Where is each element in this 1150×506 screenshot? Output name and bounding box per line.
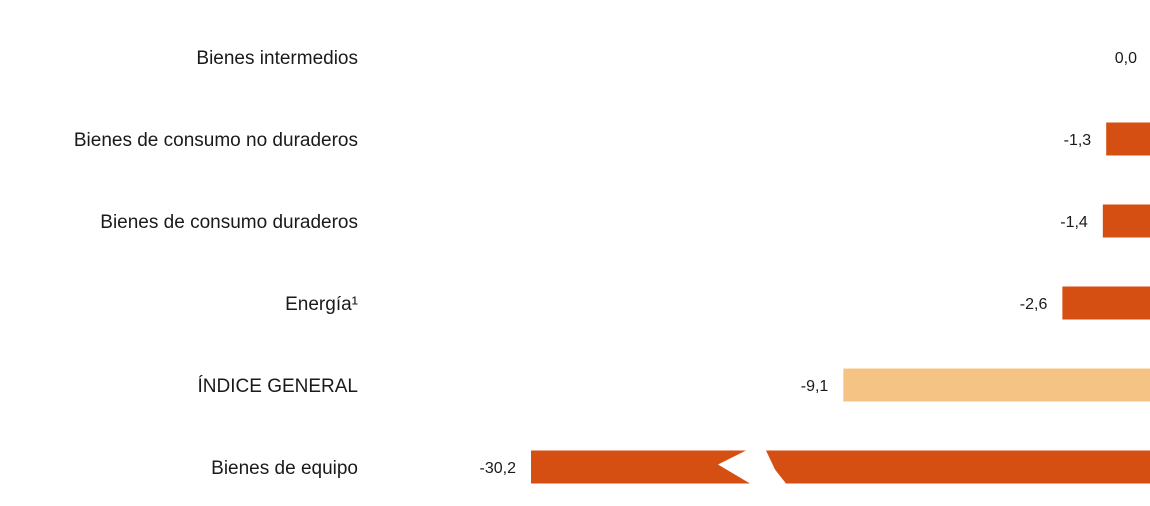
bar-bienes-de-consumo-duraderos [1102,204,1150,238]
value-label-bienes-de-consumo-no-duraderos: -1,3 [1064,132,1092,149]
category-label-energia: Energía¹ [285,294,358,315]
bar-energia [1062,286,1150,320]
category-labels: Bienes intermedios Bienes de consumo no d… [74,48,358,479]
bar-bienes-de-consumo-no-duraderos [1106,122,1150,156]
bar-bienes-de-equipo [531,450,1150,484]
value-label-indice-general: -9,1 [801,378,829,395]
category-label-bienes-de-consumo-duraderos: Bienes de consumo duraderos [100,212,358,233]
value-label-bienes-intermedios: 0,0 [1115,50,1137,67]
category-label-indice-general: ÍNDICE GENERAL [198,376,358,397]
bar-segment-left [531,450,750,484]
bars [531,122,1150,484]
value-label-bienes-de-consumo-duraderos: -1,4 [1060,214,1088,231]
category-label-bienes-de-equipo: Bienes de equipo [211,458,358,479]
value-label-bienes-de-equipo: -30,2 [480,460,517,477]
bar-indice-general [843,368,1150,402]
value-labels: 0,0 -1,3 -1,4 -2,6 -9,1 -30,2 [480,50,1138,477]
category-label-bienes-intermedios: Bienes intermedios [196,48,358,69]
bar-segment-right [766,450,1150,484]
category-label-bienes-de-consumo-no-duraderos: Bienes de consumo no duraderos [74,130,358,151]
value-label-energia: -2,6 [1020,296,1048,313]
